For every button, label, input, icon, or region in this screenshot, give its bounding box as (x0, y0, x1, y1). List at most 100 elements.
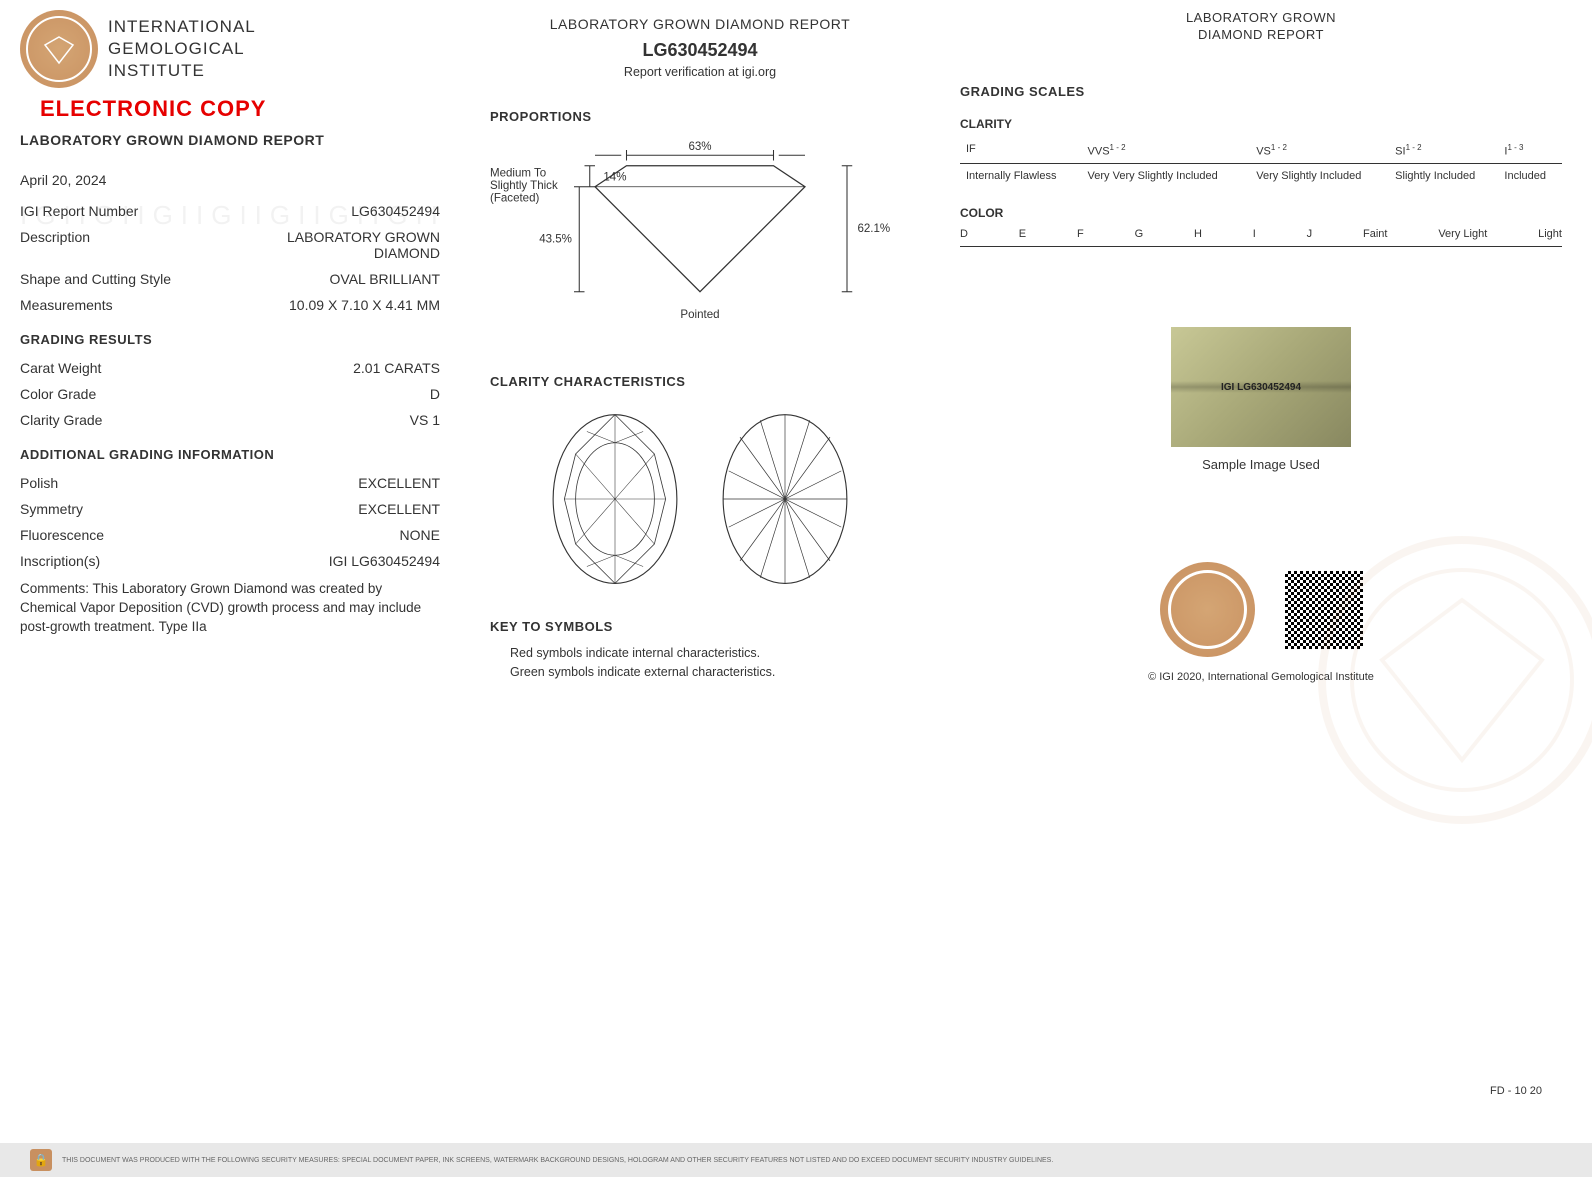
grading-scales-head: GRADING SCALES (960, 84, 1562, 99)
header-logo-row: INTERNATIONAL GEMOLOGICAL INSTITUTE (20, 10, 440, 88)
igi-seal-icon (20, 10, 98, 88)
right-title-l1: LABORATORY GROWN (1186, 10, 1336, 25)
table-pct: 63% (688, 141, 711, 153)
clarity-desc-0: Internally Flawless (960, 164, 1082, 187)
org-name: INTERNATIONAL GEMOLOGICAL INSTITUTE (108, 16, 256, 82)
color-i: I (1253, 228, 1256, 240)
row-carat: Carat Weight 2.01 CARATS (20, 355, 440, 381)
girdle-l3: (Faceted) (490, 192, 540, 204)
label-polish: Polish (20, 475, 58, 491)
clarity-code-1: VVS1 - 2 (1082, 139, 1251, 164)
color-d: D (960, 228, 968, 240)
clarity-char-head: CLARITY CHARACTERISTICS (490, 374, 930, 389)
girdle-l2: Slightly Thick (490, 180, 558, 192)
key-line1: Red symbols indicate internal characteri… (510, 644, 930, 663)
row-polish: Polish EXCELLENT (20, 470, 440, 496)
color-scale-label: COLOR (960, 206, 1562, 220)
clarity-desc-1: Very Very Slightly Included (1082, 164, 1251, 187)
value-fluorescence: NONE (400, 527, 440, 543)
verify-text: Report verification at igi.org (470, 65, 930, 79)
color-e: E (1019, 228, 1026, 240)
label-carat: Carat Weight (20, 360, 101, 376)
report-date: April 20, 2024 (20, 172, 440, 188)
report-title: LABORATORY GROWN DIAMOND REPORT (20, 132, 440, 148)
color-j: J (1307, 228, 1313, 240)
comments-text: Comments: This Laboratory Grown Diamond … (20, 580, 440, 637)
clarity-scale-table: IF VVS1 - 2 VS1 - 2 SI1 - 2 I1 - 3 Inter… (960, 139, 1562, 187)
small-seal-icon (1160, 562, 1255, 657)
label-inscription: Inscription(s) (20, 553, 100, 569)
grading-results-head: GRADING RESULTS (20, 332, 440, 347)
oval-crown-icon (545, 409, 685, 589)
value-symmetry: EXCELLENT (358, 501, 440, 517)
org-line1: INTERNATIONAL (108, 16, 256, 38)
color-faint: Faint (1363, 228, 1387, 240)
row-color: Color Grade D (20, 381, 440, 407)
value-carat: 2.01 CARATS (353, 360, 440, 376)
value-report-number: LG630452494 (351, 203, 440, 219)
key-symbols-head: KEY TO SYMBOLS (490, 619, 930, 634)
row-shape: Shape and Cutting Style OVAL BRILLIANT (20, 266, 440, 292)
oval-pavilion-icon (715, 409, 855, 589)
clarity-desc-2: Very Slightly Included (1250, 164, 1389, 187)
org-line2: GEMOLOGICAL (108, 38, 256, 60)
sample-inscription: IGI LG630452494 (1221, 382, 1301, 393)
label-description: Description (20, 229, 90, 261)
color-f: F (1077, 228, 1084, 240)
label-color: Color Grade (20, 386, 96, 402)
value-clarity: VS 1 (410, 412, 440, 428)
lock-icon: 🔒 (30, 1149, 52, 1171)
value-measurements: 10.09 X 7.10 X 4.41 MM (289, 297, 440, 313)
color-g: G (1135, 228, 1144, 240)
clarity-scale-header-row: IF VVS1 - 2 VS1 - 2 SI1 - 2 I1 - 3 (960, 139, 1562, 164)
label-symmetry: Symmetry (20, 501, 83, 517)
culet-label: Pointed (680, 309, 719, 321)
color-h: H (1194, 228, 1202, 240)
copyright-text: © IGI 2020, International Gemological In… (960, 671, 1562, 683)
org-line3: INSTITUTE (108, 60, 256, 82)
mid-title: LABORATORY GROWN DIAMOND REPORT (470, 16, 930, 32)
clarity-scale-label: CLARITY (960, 117, 1562, 131)
label-report-number: IGI Report Number (20, 203, 138, 219)
sample-caption: Sample Image Used (960, 457, 1562, 472)
pavilion-pct: 43.5% (539, 233, 572, 245)
clarity-desc-3: Slightly Included (1389, 164, 1498, 187)
depth-pct: 62.1% (858, 223, 891, 235)
right-title-l2: DIAMOND REPORT (1198, 27, 1324, 42)
fd-number: FD - 10 20 (1490, 1085, 1542, 1097)
clarity-scale-desc-row: Internally Flawless Very Very Slightly I… (960, 164, 1562, 187)
row-symmetry: Symmetry EXCELLENT (20, 496, 440, 522)
sample-image: IGI LG630452494 (1171, 327, 1351, 447)
security-strip: 🔒 THIS DOCUMENT WAS PRODUCED WITH THE FO… (0, 1143, 1592, 1177)
clarity-diagrams (470, 409, 930, 589)
value-shape: OVAL BRILLIANT (330, 271, 440, 287)
row-fluorescence: Fluorescence NONE (20, 522, 440, 548)
bottom-seal-row (960, 562, 1562, 657)
clarity-code-3: SI1 - 2 (1389, 139, 1498, 164)
label-clarity: Clarity Grade (20, 412, 102, 428)
clarity-code-4: I1 - 3 (1498, 139, 1562, 164)
row-clarity: Clarity Grade VS 1 (20, 407, 440, 433)
row-description: Description LABORATORY GROWN DIAMOND (20, 224, 440, 266)
color-light: Light (1538, 228, 1562, 240)
clarity-code-2: VS1 - 2 (1250, 139, 1389, 164)
crown-pct: 14% (603, 171, 626, 183)
value-inscription: IGI LG630452494 (329, 553, 440, 569)
label-fluorescence: Fluorescence (20, 527, 104, 543)
value-polish: EXCELLENT (358, 475, 440, 491)
color-scale-row: D E F G H I J Faint Very Light Light (960, 228, 1562, 247)
row-report-number: IGI Report Number LG630452494 (20, 198, 440, 224)
right-title: LABORATORY GROWN DIAMOND REPORT (960, 10, 1562, 44)
row-inscription: Inscription(s) IGI LG630452494 (20, 548, 440, 574)
mid-report-number: LG630452494 (470, 40, 930, 61)
girdle-l1: Medium To (490, 167, 546, 179)
clarity-code-0: IF (960, 139, 1082, 164)
label-shape: Shape and Cutting Style (20, 271, 171, 287)
color-verylight: Very Light (1438, 228, 1487, 240)
qr-code-icon (1285, 571, 1363, 649)
security-text: THIS DOCUMENT WAS PRODUCED WITH THE FOLL… (62, 1157, 1053, 1164)
key-line2: Green symbols indicate external characte… (510, 663, 930, 682)
value-color: D (430, 386, 440, 402)
clarity-desc-4: Included (1498, 164, 1562, 187)
additional-head: ADDITIONAL GRADING INFORMATION (20, 447, 440, 462)
